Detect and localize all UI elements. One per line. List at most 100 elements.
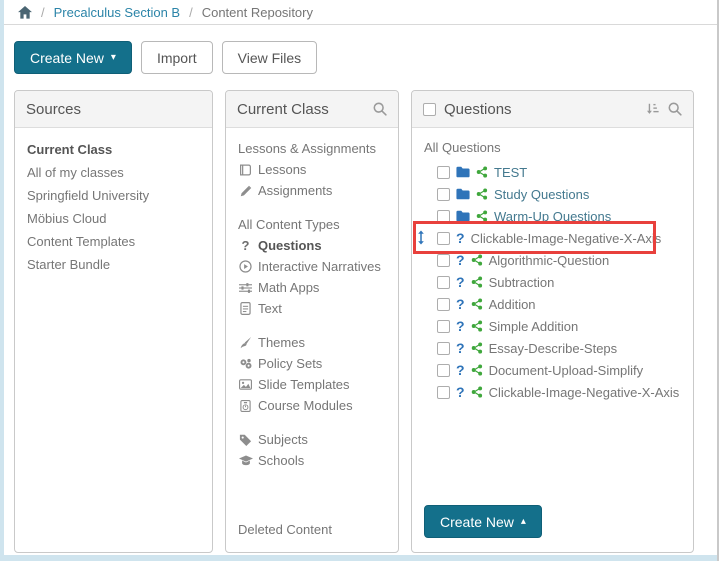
- page-edge-left: [0, 0, 4, 561]
- question-name[interactable]: Addition: [488, 296, 536, 312]
- sort-icon[interactable]: [645, 102, 660, 116]
- search-icon[interactable]: [373, 102, 387, 116]
- questions-panel-header: Questions: [412, 91, 693, 128]
- question-name[interactable]: Algorithmic-Question: [488, 252, 610, 268]
- current-class-panel-header: Current Class: [226, 91, 398, 128]
- folder-name[interactable]: Warm-Up Questions: [494, 208, 612, 224]
- class-item-assignments[interactable]: Assignments: [238, 180, 386, 201]
- question-row: ? Algorithmic-Question: [437, 249, 681, 271]
- row-checkbox[interactable]: [437, 297, 450, 311]
- row-checkbox[interactable]: [437, 253, 450, 267]
- class-item-questions[interactable]: ? Questions: [238, 235, 386, 256]
- select-all-checkbox[interactable]: [423, 102, 436, 116]
- class-item-math-apps[interactable]: Math Apps: [238, 277, 386, 298]
- breadcrumb-separator: /: [189, 4, 193, 20]
- deleted-content-link[interactable]: Deleted Content: [238, 522, 332, 537]
- share-icon: [471, 254, 483, 266]
- question-mark-icon: ?: [456, 318, 465, 334]
- class-item-text[interactable]: Text: [238, 298, 386, 319]
- questions-panel: Questions All Questions TEST Stu: [411, 90, 694, 553]
- question-name[interactable]: Simple Addition: [488, 318, 579, 334]
- panels-container: Sources Current Class All of my classes …: [14, 90, 694, 553]
- row-checkbox[interactable]: [437, 231, 450, 245]
- question-name[interactable]: Clickable-Image-Negative-X-Axis: [470, 230, 662, 246]
- question-name[interactable]: Subtraction: [488, 274, 555, 290]
- question-mark-icon: ?: [241, 238, 250, 253]
- class-item-label: Text: [258, 301, 282, 316]
- question-row: ? Clickable-Image-Negative-X-Axis: [437, 381, 681, 403]
- view-files-label: View Files: [237, 49, 302, 66]
- class-item-label: Math Apps: [258, 280, 320, 295]
- horizontal-scrollbar[interactable]: [0, 555, 719, 561]
- breadcrumb: / Precalculus Section B / Content Reposi…: [4, 0, 717, 25]
- section-heading-lessons-assignments: Lessons & Assignments: [238, 141, 377, 156]
- share-icon: [471, 276, 483, 288]
- create-new-button[interactable]: Create New ▾: [14, 41, 132, 74]
- question-name[interactable]: Clickable-Image-Negative-X-Axis: [488, 384, 680, 400]
- tag-icon: [238, 434, 253, 446]
- breadcrumb-course-link[interactable]: Precalculus Section B: [53, 4, 181, 20]
- question-name[interactable]: Document-Upload-Simplify: [488, 362, 644, 378]
- question-row: ? Subtraction: [437, 271, 681, 293]
- row-checkbox[interactable]: [437, 165, 450, 179]
- class-item-label: Course Modules: [258, 398, 353, 413]
- row-checkbox[interactable]: [437, 209, 450, 223]
- current-class-panel-title: Current Class: [237, 100, 329, 118]
- create-new-bottom-button[interactable]: Create New ▴: [424, 505, 542, 538]
- caret-up-icon: ▴: [520, 515, 526, 527]
- class-item-lessons[interactable]: Lessons: [238, 159, 386, 180]
- class-item-schools[interactable]: Schools: [238, 450, 386, 471]
- folder-name[interactable]: Study Questions: [494, 186, 590, 202]
- source-item-mobius-cloud[interactable]: Möbius Cloud: [27, 211, 107, 226]
- create-new-label: Create New: [30, 49, 104, 66]
- class-item-label: Themes: [258, 335, 305, 350]
- share-icon: [476, 210, 488, 222]
- class-item-subjects[interactable]: Subjects: [238, 429, 386, 450]
- row-checkbox[interactable]: [437, 385, 450, 399]
- folder-name[interactable]: TEST: [494, 164, 528, 180]
- class-item-label: Subjects: [258, 432, 308, 447]
- share-icon: [471, 342, 483, 354]
- all-questions-label[interactable]: All Questions: [424, 140, 501, 155]
- book-icon: [238, 164, 253, 176]
- row-checkbox[interactable]: [437, 363, 450, 377]
- source-item-content-templates[interactable]: Content Templates: [27, 234, 136, 249]
- row-checkbox[interactable]: [437, 319, 450, 333]
- class-item-course-modules[interactable]: Course Modules: [238, 395, 386, 416]
- row-checkbox[interactable]: [437, 187, 450, 201]
- row-checkbox[interactable]: [437, 341, 450, 355]
- source-item-starter-bundle[interactable]: Starter Bundle: [27, 257, 111, 272]
- drag-handle-icon[interactable]: [417, 230, 425, 248]
- class-item-themes[interactable]: Themes: [238, 332, 386, 353]
- sources-panel: Sources Current Class All of my classes …: [14, 90, 213, 553]
- questions-panel-title: Questions: [444, 100, 512, 118]
- question-row: ? Addition: [437, 293, 681, 315]
- question-mark-icon: ?: [456, 252, 465, 268]
- question-row: ? Essay-Describe-Steps: [437, 337, 681, 359]
- breadcrumb-separator: /: [41, 4, 45, 20]
- question-name[interactable]: Essay-Describe-Steps: [488, 340, 618, 356]
- folder-icon: [456, 210, 470, 222]
- import-button[interactable]: Import: [140, 41, 213, 74]
- class-item-label: Questions: [258, 238, 322, 253]
- folder-icon: [456, 166, 470, 178]
- source-item-current-class[interactable]: Current Class: [27, 142, 113, 157]
- search-icon[interactable]: [668, 102, 682, 116]
- question-row-folder: TEST: [437, 161, 681, 183]
- class-item-interactive-narratives[interactable]: Interactive Narratives: [238, 256, 386, 277]
- class-item-slide-templates[interactable]: Slide Templates: [238, 374, 386, 395]
- row-checkbox[interactable]: [437, 275, 450, 289]
- module-box-icon: [238, 399, 253, 412]
- breadcrumb-current-page: Content Repository: [201, 4, 313, 20]
- sources-panel-title: Sources: [26, 100, 82, 118]
- home-icon[interactable]: [18, 5, 32, 19]
- view-files-button[interactable]: View Files: [221, 41, 318, 74]
- toolbar: Create New ▾ Import View Files: [14, 41, 318, 74]
- section-heading-all-content-types: All Content Types: [238, 217, 340, 232]
- question-row-folder: Warm-Up Questions: [437, 205, 681, 227]
- source-item-springfield-university[interactable]: Springfield University: [27, 188, 150, 203]
- class-item-label: Interactive Narratives: [258, 259, 381, 274]
- question-row-highlighted: ? Clickable-Image-Negative-X-Axis: [413, 221, 681, 254]
- source-item-all-classes[interactable]: All of my classes: [27, 165, 124, 180]
- class-item-policy-sets[interactable]: Policy Sets: [238, 353, 386, 374]
